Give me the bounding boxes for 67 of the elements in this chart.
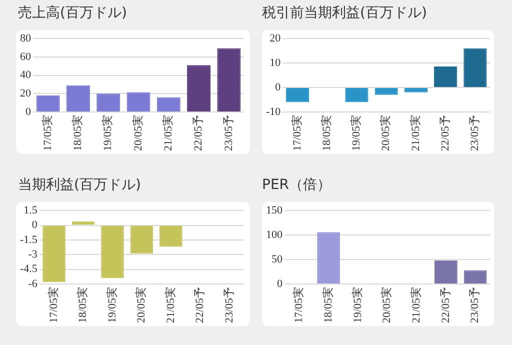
- x-tick-label: 17/05実: [292, 286, 306, 324]
- x-tick-label: 18/05実: [71, 114, 84, 152]
- bar: [96, 94, 120, 112]
- chart-title: PER（倍）: [262, 176, 332, 194]
- y-tick-label: -10: [266, 106, 282, 118]
- y-tick-label: 80: [20, 32, 32, 44]
- x-tick-label: 21/05実: [162, 114, 175, 152]
- y-tick-label: 0: [275, 81, 282, 94]
- y-tick-label: -6: [28, 278, 38, 290]
- bar: [434, 260, 458, 284]
- x-tick-label: 18/05実: [321, 286, 334, 324]
- bar: [286, 88, 310, 102]
- y-tick-label: 10: [270, 56, 282, 69]
- y-tick-label: 150: [266, 204, 283, 216]
- x-tick-label: 20/05実: [379, 114, 392, 152]
- bar: [156, 97, 180, 112]
- x-tick-label: 18/05実: [76, 286, 90, 324]
- x-tick-label: 17/05実: [290, 114, 304, 152]
- bar: [126, 92, 150, 112]
- y-tick-label: 50: [272, 253, 283, 266]
- chart-title: 当期利益(百万ドル): [18, 176, 141, 194]
- bar: [345, 88, 368, 102]
- bar: [464, 270, 487, 284]
- x-tick-label: 21/05実: [408, 114, 422, 152]
- x-tick-label: 18/05実: [320, 114, 333, 152]
- x-tick-label: 22/05予: [194, 286, 206, 324]
- x-tick-label: 23/05予: [222, 114, 235, 152]
- y-tick-label: -1.5: [20, 234, 38, 246]
- y-tick-label: 20: [270, 32, 282, 44]
- x-tick-label: 23/05予: [223, 286, 236, 324]
- x-tick-label: 19/05実: [101, 114, 114, 152]
- x-tick-label: 22/05予: [439, 114, 452, 152]
- chart-title: 売上高(百万ドル): [18, 4, 127, 22]
- x-tick-label: 19/05実: [105, 286, 118, 324]
- y-tick-label: 60: [20, 50, 32, 63]
- x-tick-label: 20/05実: [131, 114, 144, 152]
- bar: [36, 95, 60, 112]
- bar: [66, 85, 90, 112]
- y-tick-label: 1.5: [24, 204, 38, 216]
- y-tick-label: 20: [20, 88, 32, 100]
- y-tick-label: -3: [28, 248, 38, 260]
- x-tick-label: 23/05予: [469, 286, 482, 324]
- x-tick-label: 22/05予: [440, 286, 452, 324]
- chart-title: 税引前当期利益(百万ドル): [262, 4, 427, 22]
- bar: [434, 66, 458, 87]
- bar: [404, 88, 428, 92]
- y-tick-label: 0: [26, 106, 32, 118]
- y-tick-label: -4.5: [20, 263, 38, 276]
- y-tick-label: 0: [277, 278, 283, 290]
- x-tick-label: 23/05予: [469, 114, 482, 152]
- bar: [217, 48, 241, 112]
- x-tick-label: 20/05実: [134, 286, 148, 324]
- bar: [187, 65, 211, 112]
- x-tick-label: 21/05実: [410, 286, 422, 324]
- x-tick-label: 19/05実: [350, 286, 364, 324]
- y-tick-label: 0: [32, 219, 38, 232]
- x-tick-label: 20/05実: [380, 286, 394, 324]
- x-tick-label: 22/05予: [192, 114, 205, 152]
- bar: [464, 48, 487, 87]
- x-tick-label: 17/05実: [40, 114, 54, 152]
- y-tick-label: 100: [266, 228, 283, 241]
- x-tick-label: 21/05実: [164, 286, 177, 324]
- y-tick-label: 40: [20, 69, 32, 82]
- x-tick-label: 17/05実: [46, 286, 60, 324]
- bar: [317, 232, 340, 284]
- bar: [374, 88, 398, 95]
- x-tick-label: 19/05実: [350, 114, 363, 152]
